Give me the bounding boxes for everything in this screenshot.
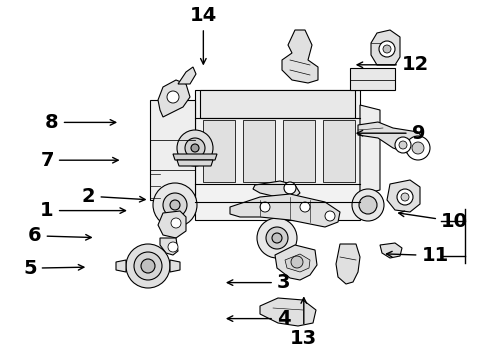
Circle shape	[325, 211, 335, 221]
Circle shape	[383, 45, 391, 53]
Polygon shape	[178, 67, 196, 84]
Circle shape	[291, 256, 303, 268]
Circle shape	[167, 91, 179, 103]
Text: 3: 3	[227, 273, 291, 292]
Circle shape	[141, 259, 155, 273]
Polygon shape	[200, 90, 355, 118]
Circle shape	[168, 242, 178, 252]
Polygon shape	[177, 160, 213, 166]
Circle shape	[257, 218, 297, 258]
Text: 10: 10	[399, 211, 468, 231]
Polygon shape	[158, 80, 190, 117]
Text: 6: 6	[28, 226, 91, 245]
Circle shape	[379, 41, 395, 57]
Polygon shape	[243, 120, 275, 182]
Polygon shape	[371, 30, 400, 65]
Circle shape	[134, 252, 162, 280]
Text: 7: 7	[40, 151, 118, 170]
Text: 2: 2	[82, 187, 145, 206]
Circle shape	[401, 193, 409, 201]
Text: 5: 5	[23, 259, 84, 278]
Circle shape	[260, 202, 270, 212]
Polygon shape	[380, 243, 402, 258]
Circle shape	[177, 130, 213, 166]
Polygon shape	[158, 211, 186, 238]
Text: 14: 14	[190, 6, 217, 64]
Circle shape	[171, 218, 181, 228]
Circle shape	[399, 141, 407, 149]
Circle shape	[163, 193, 187, 217]
Circle shape	[272, 233, 282, 243]
Text: 11: 11	[387, 246, 449, 265]
Circle shape	[170, 200, 180, 210]
Polygon shape	[195, 90, 360, 220]
Circle shape	[397, 189, 413, 205]
Polygon shape	[285, 254, 310, 272]
Text: 12: 12	[357, 55, 429, 74]
Circle shape	[395, 137, 411, 153]
Circle shape	[191, 144, 199, 152]
Polygon shape	[358, 122, 426, 155]
Circle shape	[126, 244, 170, 288]
Circle shape	[300, 202, 310, 212]
Text: 13: 13	[290, 298, 318, 348]
Polygon shape	[387, 180, 420, 212]
Polygon shape	[203, 120, 235, 182]
Circle shape	[412, 142, 424, 154]
Circle shape	[153, 183, 197, 227]
Polygon shape	[275, 245, 317, 280]
Circle shape	[352, 189, 384, 221]
Polygon shape	[350, 68, 395, 90]
Text: 8: 8	[45, 113, 116, 132]
Polygon shape	[253, 181, 300, 199]
Polygon shape	[282, 30, 318, 83]
Polygon shape	[336, 244, 360, 284]
Circle shape	[284, 182, 296, 194]
Polygon shape	[116, 260, 126, 272]
Circle shape	[406, 136, 430, 160]
Circle shape	[185, 138, 205, 158]
Polygon shape	[360, 105, 380, 195]
Polygon shape	[173, 154, 217, 160]
Polygon shape	[230, 194, 340, 227]
Text: 1: 1	[40, 201, 125, 220]
Polygon shape	[150, 100, 195, 200]
Polygon shape	[260, 298, 316, 326]
Polygon shape	[160, 238, 178, 255]
Polygon shape	[170, 260, 180, 272]
Text: 4: 4	[227, 309, 291, 328]
Circle shape	[359, 196, 377, 214]
Polygon shape	[283, 120, 315, 182]
Text: 9: 9	[357, 124, 425, 143]
Polygon shape	[323, 120, 355, 182]
Circle shape	[266, 227, 288, 249]
